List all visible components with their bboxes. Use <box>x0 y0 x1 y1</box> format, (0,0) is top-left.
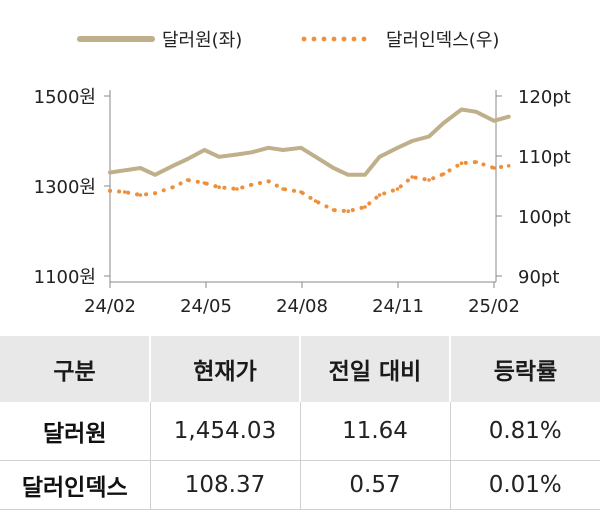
x-tick-label: 24/11 <box>372 296 424 317</box>
usdkrw-point <box>281 148 285 152</box>
dollar-index-point <box>506 164 511 168</box>
right-tick-label: 100pt <box>518 207 571 228</box>
usdkrw-point <box>492 119 496 123</box>
series-layer <box>108 107 511 214</box>
dollar-index-point <box>410 175 415 179</box>
dollar-index-point <box>313 199 318 203</box>
dollar-index-point <box>235 187 239 191</box>
dollar-index-point <box>427 178 431 182</box>
usdkrw-point <box>474 110 479 114</box>
legend-label-usdkrw: 달러원(좌) <box>162 30 242 51</box>
dollar-index-point <box>299 190 303 194</box>
dollar-index-point <box>474 160 479 164</box>
usdkrw-point <box>377 155 382 159</box>
usdkrw-point <box>299 146 303 150</box>
table-row: 달러인덱스 108.37 0.57 0.01% <box>0 460 600 510</box>
dollar-index-point <box>185 178 190 182</box>
header-change: 전일 대비 <box>300 336 451 402</box>
right-axis-ticks: 120pt 110pt 100pt 90pt <box>496 87 571 288</box>
usdkrw-point <box>346 173 351 177</box>
dollar-index-point <box>122 190 127 194</box>
header-change-rate: 등락률 <box>450 336 600 402</box>
dollar-index-point <box>441 172 446 176</box>
dollar-index-point <box>346 209 351 213</box>
left-tick-label: 1500원 <box>34 87 96 108</box>
dollar-index-point <box>202 181 207 185</box>
usdkrw-point <box>202 148 207 152</box>
usdkrw-point <box>153 173 157 177</box>
usdkrw-point <box>441 121 446 125</box>
usdkrw-point <box>506 114 511 119</box>
legend-dot <box>351 36 357 42</box>
usdkrw-point <box>185 157 190 161</box>
legend-dot <box>331 36 337 42</box>
dollar-index-point <box>108 189 112 193</box>
dollar-index-point <box>459 161 464 165</box>
header-current-price: 현재가 <box>150 336 301 402</box>
exchange-rate-chart: 달러원(좌) 달러인덱스(우) 1500원 1300원 1100원 120pt … <box>34 30 571 317</box>
usdkrw-point <box>171 164 175 168</box>
row-change-rate: 0.01% <box>450 460 600 510</box>
x-tick-label: 24/02 <box>84 296 136 317</box>
right-tick-label: 90pt <box>518 267 559 288</box>
usdkrw-point <box>249 150 254 155</box>
legend-label-dollar-index: 달러인덱스(우) <box>386 30 499 51</box>
x-axis-ticks: 24/02 24/05 24/08 24/11 25/02 <box>84 282 520 317</box>
legend-dot <box>341 36 347 42</box>
dollar-index-point <box>217 185 221 189</box>
quote-table: 구분 현재가 전일 대비 등락률 달러원 1,454.03 11.64 0.81… <box>0 336 600 510</box>
legend-dot <box>321 36 327 42</box>
right-tick-label: 110pt <box>518 147 571 168</box>
dollar-index-point <box>331 208 336 212</box>
dollar-index-point <box>266 179 271 183</box>
usdkrw-point <box>217 155 221 159</box>
left-axis-ticks: 1500원 1300원 1100원 <box>34 87 110 288</box>
chart-legend: 달러원(좌) 달러인덱스(우) <box>77 30 499 51</box>
usdkrw-point <box>363 173 367 177</box>
row-name: 달러원 <box>0 402 151 461</box>
row-change: 11.64 <box>300 402 451 461</box>
dollar-index-point <box>249 183 254 187</box>
usdkrw-point <box>410 139 415 143</box>
legend-dot <box>301 36 307 42</box>
legend-dot <box>311 36 317 42</box>
dollar-index-point <box>171 185 175 189</box>
legend-swatch-dollar-index <box>301 36 367 42</box>
usdkrw-point <box>108 170 112 175</box>
row-change: 0.57 <box>300 460 451 510</box>
row-change-rate: 0.81% <box>450 402 600 461</box>
x-tick-label: 25/02 <box>468 296 520 317</box>
usdkrw-point <box>122 168 127 173</box>
x-tick-label: 24/05 <box>180 296 232 317</box>
usdkrw-point <box>395 146 400 150</box>
dollar-index-point <box>377 193 382 197</box>
row-name: 달러인덱스 <box>0 460 151 510</box>
row-current-price: 1,454.03 <box>150 402 301 461</box>
dollar-index-point <box>492 166 496 170</box>
dollar-index-line <box>108 160 511 214</box>
header-category: 구분 <box>0 336 151 402</box>
left-tick-label: 1100원 <box>34 267 96 288</box>
usdkrw-line <box>108 107 511 177</box>
usdkrw-point <box>313 155 318 159</box>
dollar-index-point <box>153 191 157 195</box>
legend-dot <box>361 36 367 42</box>
usdkrw-point <box>459 107 464 112</box>
dollar-index-point <box>363 205 367 209</box>
right-tick-label: 120pt <box>518 87 571 108</box>
usdkrw-point <box>427 134 431 139</box>
usdkrw-point <box>331 166 336 170</box>
left-tick-label: 1300원 <box>34 177 96 198</box>
usdkrw-point <box>235 152 239 157</box>
table-row: 달러원 1,454.03 11.64 0.81% <box>0 402 600 461</box>
usdkrw-point <box>138 166 143 170</box>
dollar-index-point <box>281 187 285 191</box>
dollar-index-point <box>138 193 143 197</box>
usdkrw-point <box>266 146 271 150</box>
table-header-row: 구분 현재가 전일 대비 등락률 <box>0 336 600 402</box>
row-current-price: 108.37 <box>150 460 301 510</box>
x-tick-label: 24/08 <box>276 296 328 317</box>
dollar-index-point <box>395 187 400 191</box>
